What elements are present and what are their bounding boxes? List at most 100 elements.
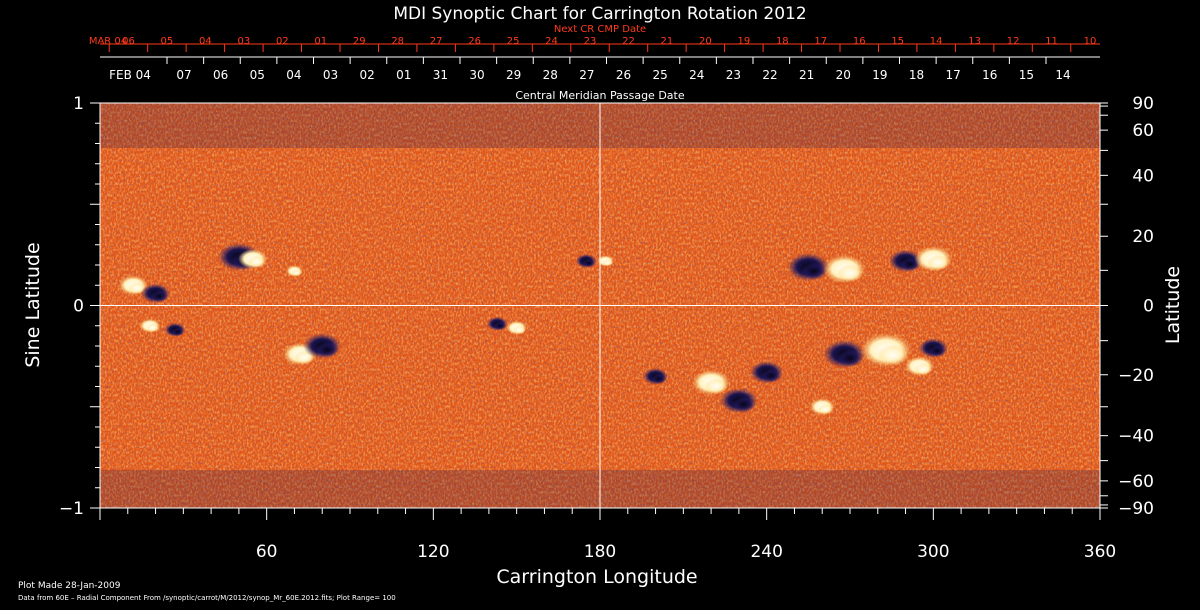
red-date-label: 22 bbox=[622, 36, 635, 47]
white-date-label: 14 bbox=[1055, 68, 1070, 82]
white-date-label: 06 bbox=[213, 68, 228, 82]
red-date-label: 28 bbox=[391, 36, 404, 47]
red-date-label: 01 bbox=[314, 36, 327, 47]
white-date-label: 28 bbox=[543, 68, 558, 82]
white-date-label: 29 bbox=[506, 68, 521, 82]
red-date-label: 25 bbox=[507, 36, 520, 47]
red-date-label: 04 bbox=[199, 36, 212, 47]
x-axis-label: Carrington Longitude bbox=[496, 566, 697, 588]
positive-polarity-region bbox=[914, 363, 933, 376]
red-date-label: 20 bbox=[699, 36, 712, 47]
red-date-label: 02 bbox=[276, 36, 289, 47]
red-date-label: 13 bbox=[968, 36, 981, 47]
white-date-label: 23 bbox=[726, 68, 741, 82]
red-date-label: 23 bbox=[584, 36, 597, 47]
white-date-label: 17 bbox=[945, 68, 960, 82]
white-date-label: 03 bbox=[323, 68, 338, 82]
white-date-label: 26 bbox=[616, 68, 631, 82]
white-date-label: 18 bbox=[909, 68, 924, 82]
white-date-label: 16 bbox=[982, 68, 997, 82]
y-right-tick-label: 40 bbox=[1132, 166, 1154, 186]
red-date-label: 21 bbox=[661, 36, 674, 47]
x-tick-label: 360 bbox=[1084, 542, 1116, 562]
white-date-label: 21 bbox=[799, 68, 814, 82]
y-right-tick-label: −90 bbox=[1118, 499, 1154, 519]
y-axis-right: 90 60 40 20 0 −20 −40 −60 −90 bbox=[1100, 94, 1154, 519]
positive-polarity-region bbox=[837, 264, 863, 282]
white-date-label: 27 bbox=[579, 68, 594, 82]
positive-polarity-region bbox=[247, 255, 266, 268]
positive-polarity-region bbox=[146, 323, 160, 333]
positive-polarity-region bbox=[818, 404, 834, 415]
white-date-label: 25 bbox=[652, 68, 667, 82]
white-date-label: 19 bbox=[872, 68, 887, 82]
negative-polarity-region bbox=[582, 258, 596, 268]
negative-polarity-region bbox=[732, 396, 756, 413]
negative-polarity-region bbox=[761, 368, 782, 383]
cmp-axis-label: Central Meridian Passage Date bbox=[515, 89, 684, 102]
y-left-tick-label: 0 bbox=[73, 297, 84, 317]
y-right-tick-label: 60 bbox=[1132, 121, 1154, 141]
y-right-tick-label: 20 bbox=[1132, 227, 1154, 247]
y-right-tick-label: −40 bbox=[1118, 427, 1154, 447]
chart-title: MDI Synoptic Chart for Carrington Rotati… bbox=[393, 4, 806, 24]
y-right-tick-label: 90 bbox=[1132, 94, 1154, 114]
negative-polarity-region bbox=[801, 262, 827, 280]
negative-polarity-region bbox=[837, 349, 863, 367]
negative-polarity-region bbox=[171, 327, 185, 337]
red-date-label: 11 bbox=[1045, 36, 1058, 47]
white-date-label: 05 bbox=[250, 68, 265, 82]
red-date-label: 24 bbox=[545, 36, 558, 47]
red-date-label: 03 bbox=[237, 36, 250, 47]
red-date-label: 05 bbox=[161, 36, 174, 47]
red-date-label: 12 bbox=[1007, 36, 1020, 47]
white-date-label: 15 bbox=[1019, 68, 1034, 82]
y-left-tick-label: 1 bbox=[73, 94, 84, 114]
white-date-label: 31 bbox=[433, 68, 448, 82]
active-regions bbox=[118, 242, 953, 416]
footer-plot-made: Plot Made 28-Jan-2009 bbox=[18, 581, 121, 591]
x-tick-label: 240 bbox=[750, 542, 782, 562]
positive-polarity-region bbox=[513, 325, 526, 335]
white-date-label: 24 bbox=[689, 68, 704, 82]
red-date-label: 17 bbox=[814, 36, 827, 47]
white-date-label: 30 bbox=[469, 68, 484, 82]
positive-polarity-region bbox=[927, 255, 950, 271]
white-date-label: FEB 04 bbox=[109, 68, 151, 82]
red-date-label: 29 bbox=[353, 36, 366, 47]
positive-polarity-region bbox=[602, 259, 613, 266]
white-date-label: 02 bbox=[359, 68, 374, 82]
negative-polarity-region bbox=[493, 321, 507, 331]
footer-data-source: Data from 60E – Radial Component From /s… bbox=[18, 594, 396, 602]
negative-polarity-region bbox=[651, 373, 667, 384]
x-tick-label: 180 bbox=[584, 542, 616, 562]
negative-polarity-region bbox=[315, 342, 339, 358]
negative-polarity-region bbox=[150, 290, 169, 303]
red-date-label: 26 bbox=[468, 36, 481, 47]
y-axis-right-label: Latitude bbox=[1162, 266, 1184, 344]
y-right-tick-label: −60 bbox=[1118, 472, 1154, 492]
positive-polarity-region bbox=[877, 345, 908, 366]
red-date-label: 16 bbox=[853, 36, 866, 47]
white-date-label: 04 bbox=[286, 68, 301, 82]
red-date-label: 27 bbox=[430, 36, 443, 47]
white-date-label: 07 bbox=[176, 68, 191, 82]
white-date-label: 20 bbox=[836, 68, 851, 82]
x-axis: 60 120 180 240 300 360 bbox=[99, 508, 1116, 562]
x-tick-label: 60 bbox=[256, 542, 278, 562]
white-date-label: 22 bbox=[762, 68, 777, 82]
red-date-label: 06 bbox=[122, 36, 135, 47]
top-white-date-axis: FEB 04 07 06 05 04 03 02 01 31 30 29 28 27 26 25 24 23 22… bbox=[100, 56, 1100, 82]
red-date-label: 14 bbox=[930, 36, 943, 47]
red-date-label: 19 bbox=[737, 36, 750, 47]
white-date-label: 01 bbox=[396, 68, 411, 82]
red-date-label: 15 bbox=[891, 36, 904, 47]
red-date-label: 10 bbox=[1084, 36, 1097, 47]
positive-polarity-region bbox=[291, 269, 302, 277]
plot-area bbox=[99, 102, 1101, 509]
negative-polarity-region bbox=[928, 345, 947, 357]
y-right-tick-label: 0 bbox=[1143, 297, 1154, 317]
x-tick-label: 300 bbox=[917, 542, 949, 562]
